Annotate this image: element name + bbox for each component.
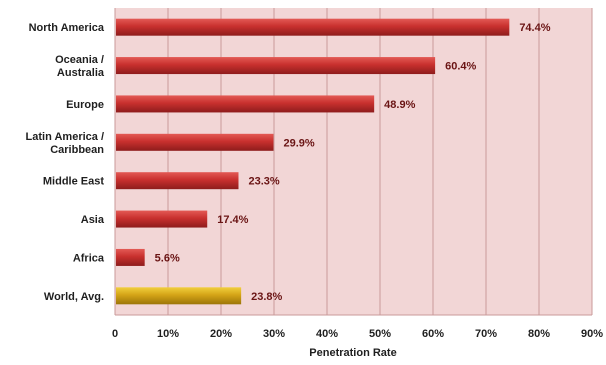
bars bbox=[116, 18, 510, 305]
value-label: 29.9% bbox=[283, 137, 314, 149]
x-tick-label: 80% bbox=[528, 328, 550, 340]
x-tick-label: 60% bbox=[422, 328, 444, 340]
x-tick-label: 70% bbox=[475, 328, 497, 340]
value-label: 23.3% bbox=[248, 176, 279, 188]
bar bbox=[116, 210, 208, 228]
category-label: World, Avg. bbox=[44, 291, 104, 303]
value-label: 60.4% bbox=[445, 61, 476, 73]
x-tick-label: 10% bbox=[157, 328, 179, 340]
value-label: 5.6% bbox=[155, 252, 180, 264]
value-label: 74.4% bbox=[519, 22, 550, 34]
category-label: Europe bbox=[66, 99, 104, 111]
category-labels: North America Oceania / Australia Europe Lat… bbox=[26, 22, 105, 303]
bar-world-avg bbox=[116, 287, 242, 305]
bar bbox=[116, 95, 375, 113]
value-label: 17.4% bbox=[217, 214, 248, 226]
value-label: 23.8% bbox=[251, 291, 282, 303]
x-tick-label: 40% bbox=[316, 328, 338, 340]
bar bbox=[116, 18, 510, 36]
bar bbox=[116, 172, 239, 190]
bar bbox=[116, 248, 145, 266]
category-label: Oceania / Australia bbox=[55, 54, 105, 79]
category-label: North America bbox=[29, 22, 105, 34]
category-label: Asia bbox=[81, 214, 105, 226]
category-label: Latin America / Caribbean bbox=[26, 131, 105, 156]
x-tick-label: 30% bbox=[263, 328, 285, 340]
category-label: Middle East bbox=[43, 176, 104, 188]
x-axis-ticks: 0 10% 20% 30% 40% 50% 60% 70% 80% 90% bbox=[112, 328, 603, 340]
bar bbox=[116, 133, 274, 151]
x-axis-title: Penetration Rate bbox=[309, 347, 396, 359]
bar bbox=[116, 57, 436, 75]
x-tick-label: 50% bbox=[369, 328, 391, 340]
x-tick-label: 20% bbox=[210, 328, 232, 340]
plot-area bbox=[115, 8, 592, 315]
x-tick-label: 0 bbox=[112, 328, 118, 340]
x-tick-label: 90% bbox=[581, 328, 603, 340]
category-label: Africa bbox=[73, 252, 105, 264]
value-labels: 74.4% 60.4% 48.9% 29.9% 23.3% 17.4% 5.6% 23.8% bbox=[155, 22, 551, 303]
value-label: 48.9% bbox=[384, 99, 415, 111]
